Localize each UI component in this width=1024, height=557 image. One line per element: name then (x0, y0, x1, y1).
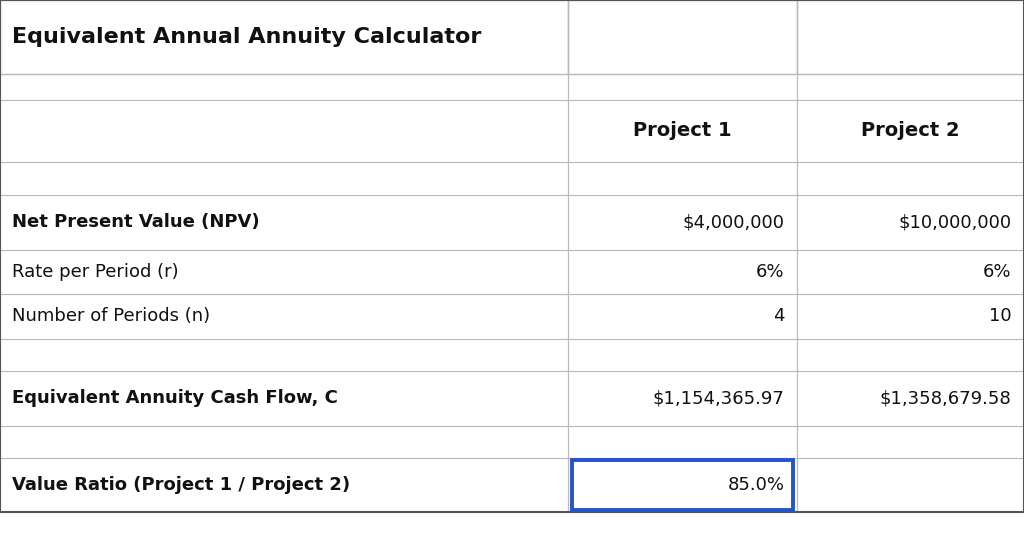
Bar (568, 339, 797, 371)
Bar (568, 426, 797, 458)
Bar (0, 0, 568, 74)
Text: $1,358,679.58: $1,358,679.58 (880, 389, 1012, 407)
Text: Rate per Period (r): Rate per Period (r) (12, 263, 179, 281)
Bar (0, 100, 568, 162)
Text: Net Present Value (NPV): Net Present Value (NPV) (12, 213, 260, 231)
Text: 10: 10 (989, 307, 1012, 325)
Text: Project 2: Project 2 (861, 121, 959, 140)
Text: $1,154,365.97: $1,154,365.97 (652, 389, 784, 407)
Bar (0, 250, 568, 294)
Bar (572, 460, 793, 510)
Bar (0, 339, 568, 371)
Bar (797, 458, 1024, 512)
Bar (568, 294, 797, 339)
Bar (797, 195, 1024, 250)
Text: 85.0%: 85.0% (727, 476, 784, 494)
Bar (0, 426, 568, 458)
Bar (568, 250, 797, 294)
Bar (797, 0, 1024, 74)
Text: 6%: 6% (756, 263, 784, 281)
Bar (568, 74, 797, 100)
Bar (568, 458, 797, 512)
Text: 4: 4 (773, 307, 784, 325)
Bar (0, 74, 568, 100)
Text: $10,000,000: $10,000,000 (899, 213, 1012, 231)
Bar (797, 74, 1024, 100)
Bar (797, 294, 1024, 339)
Bar (0, 458, 568, 512)
Bar (568, 371, 797, 426)
Bar (797, 426, 1024, 458)
Bar (0, 294, 568, 339)
Bar (568, 0, 797, 74)
Bar (797, 162, 1024, 195)
Text: 6%: 6% (983, 263, 1012, 281)
Text: Value Ratio (Project 1 / Project 2): Value Ratio (Project 1 / Project 2) (12, 476, 350, 494)
Text: Project 1: Project 1 (633, 121, 732, 140)
Bar (797, 371, 1024, 426)
Text: Equivalent Annuity Cash Flow, C: Equivalent Annuity Cash Flow, C (12, 389, 338, 407)
Bar (797, 339, 1024, 371)
Text: Equivalent Annual Annuity Calculator: Equivalent Annual Annuity Calculator (12, 27, 481, 47)
Bar (797, 100, 1024, 162)
Bar (568, 100, 797, 162)
Bar (568, 195, 797, 250)
Bar (797, 250, 1024, 294)
Bar (0, 195, 568, 250)
Text: Number of Periods (n): Number of Periods (n) (12, 307, 210, 325)
Bar (0, 371, 568, 426)
Bar (568, 162, 797, 195)
Text: $4,000,000: $4,000,000 (682, 213, 784, 231)
Bar (0, 162, 568, 195)
